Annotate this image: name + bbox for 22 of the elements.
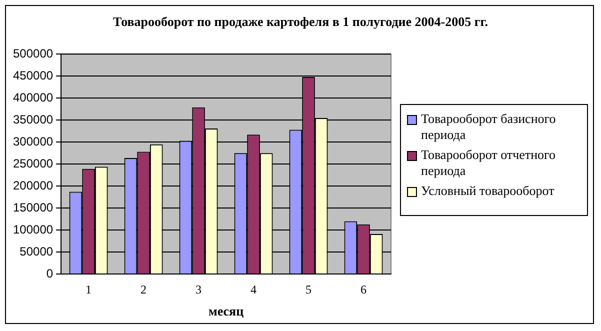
legend-label: Товарооборот базисного периода xyxy=(421,111,557,143)
y-tick-label: 400000 xyxy=(12,90,54,104)
x-axis-title: месяц xyxy=(208,304,244,319)
x-tick-label: 3 xyxy=(196,282,202,296)
x-tick-label: 2 xyxy=(140,282,147,296)
y-tick-label: 250000 xyxy=(12,156,54,170)
x-tick-label: 5 xyxy=(306,282,312,296)
x-tick-label: 4 xyxy=(250,282,257,296)
y-tick-label: 450000 xyxy=(12,68,54,82)
legend-label: Товарооборот отчетного периода xyxy=(421,147,557,179)
y-tick-label: 100000 xyxy=(12,222,54,236)
y-tick-label: 300000 xyxy=(12,134,54,148)
x-tick-label: 1 xyxy=(86,282,92,296)
y-tick-label: 500000 xyxy=(12,46,54,61)
y-tick-label: 0 xyxy=(46,266,54,280)
y-tick-label: 200000 xyxy=(12,178,54,192)
y-tick-label: 350000 xyxy=(12,112,54,126)
chart-title: Товарооборот по продаже картофеля в 1 полугодие 2004-2005 гг. xyxy=(112,14,489,30)
y-tick-label: 50000 xyxy=(20,244,54,258)
y-tick-label: 150000 xyxy=(12,200,54,214)
x-tick-label: 6 xyxy=(360,282,367,296)
legend-label: Условный товарооборот xyxy=(421,183,554,199)
